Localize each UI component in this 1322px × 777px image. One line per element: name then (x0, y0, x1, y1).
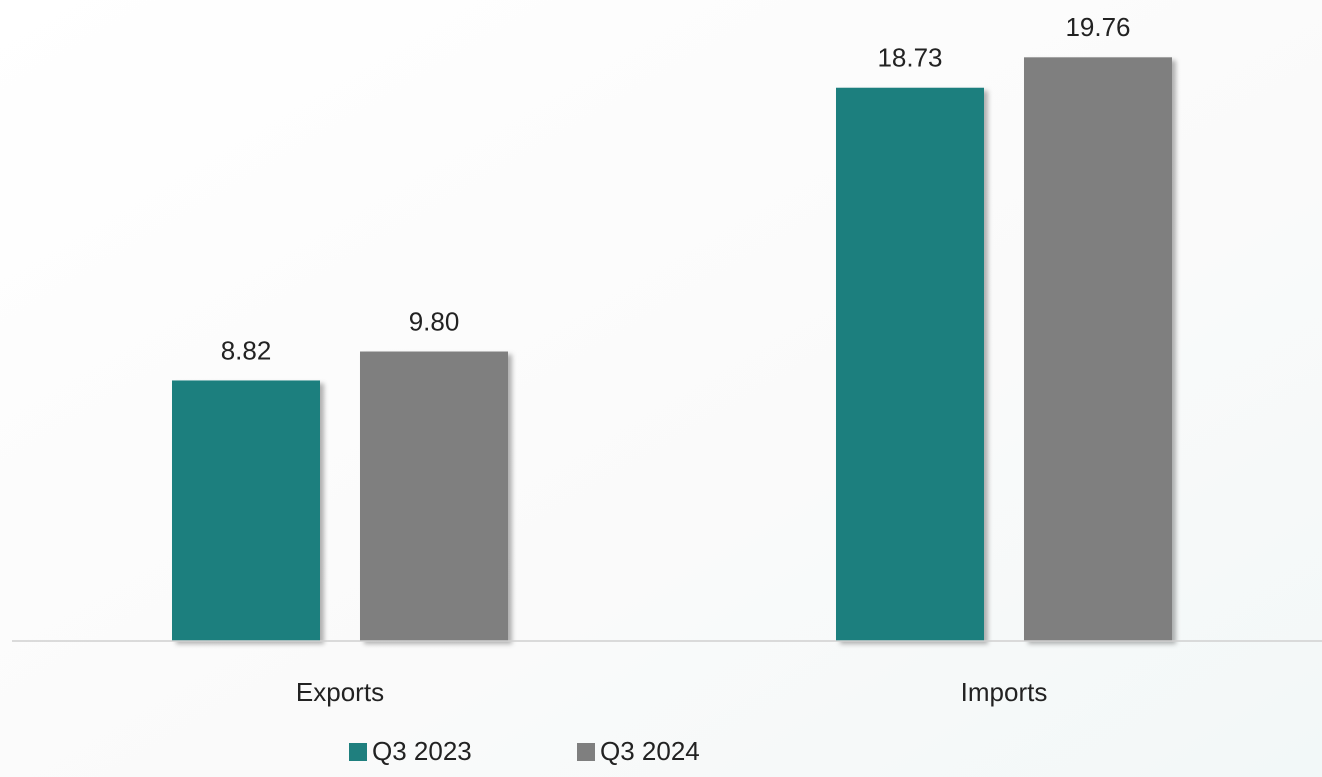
legend-swatch (577, 743, 595, 761)
x-tick-label: Exports (296, 677, 384, 707)
bar (360, 351, 508, 641)
x-tick-label: Imports (961, 677, 1048, 707)
legend-label: Q3 2023 (372, 736, 472, 766)
data-label: 8.82 (221, 335, 272, 365)
bar (172, 380, 320, 641)
legend-swatch (349, 743, 367, 761)
data-label: 18.73 (877, 43, 942, 73)
legend-label: Q3 2024 (600, 736, 700, 766)
bar (836, 87, 984, 642)
data-label: 9.80 (409, 306, 460, 336)
data-label: 19.76 (1065, 12, 1130, 42)
bar (1024, 57, 1172, 642)
